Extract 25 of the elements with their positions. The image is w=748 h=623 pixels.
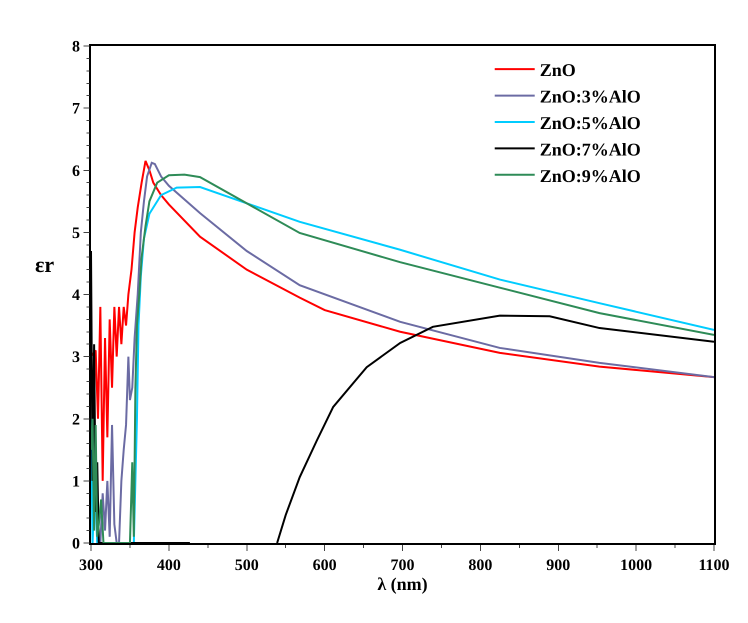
y-tick-label: 5 [72, 224, 80, 242]
legend-label: ZnO:7%AlO [540, 139, 641, 160]
x-tick-label: 300 [79, 556, 103, 574]
legend-label: ZnO [540, 60, 576, 80]
legend-label: ZnO:3%AlO [540, 86, 641, 107]
x-tick-label: 400 [156, 556, 181, 574]
y-tick-label: 4 [72, 287, 80, 304]
x-tick-label: 900 [546, 556, 570, 574]
x-tick-label: 1100 [698, 556, 730, 574]
y-tick-label: 8 [72, 38, 80, 56]
y-tick-label: 6 [72, 162, 80, 180]
y-tick-label: 0 [72, 536, 80, 553]
y-tick-label: 3 [72, 349, 80, 366]
legend-label: ZnO:5%AlO [540, 112, 641, 133]
y-tick-label: 1 [72, 473, 80, 490]
x-tick-label: 1000 [620, 556, 652, 574]
x-axis-title: λ (nm) [377, 574, 428, 594]
legend-label: ZnO:9%AlO [540, 166, 641, 186]
x-tick-label: 500 [234, 556, 259, 574]
x-tick-label: 600 [312, 556, 337, 574]
y-axis-title: εr [35, 252, 54, 277]
x-tick-label: 700 [390, 556, 414, 574]
y-tick-label: 2 [72, 411, 80, 428]
y-tick-label: 7 [72, 100, 80, 118]
x-tick-label: 800 [468, 556, 492, 574]
